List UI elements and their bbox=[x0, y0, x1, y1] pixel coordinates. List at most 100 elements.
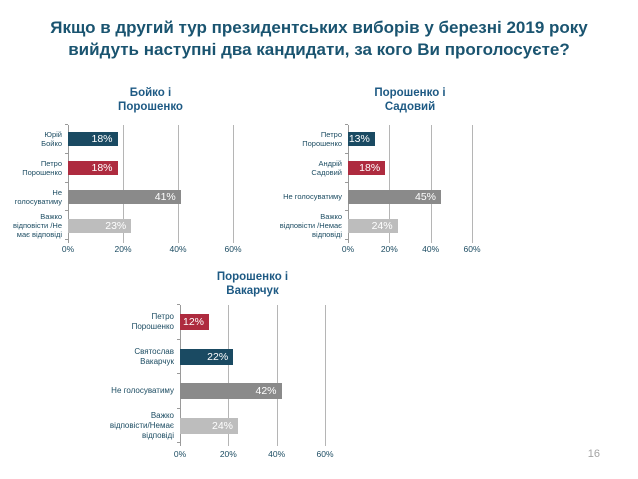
category-axis-tick bbox=[345, 152, 348, 154]
category-axis-tick bbox=[65, 152, 68, 154]
page-title: Якщо в другий тур президентських виборів… bbox=[18, 17, 620, 61]
bar-value-label: 22% bbox=[207, 350, 229, 363]
bar-row: 18% bbox=[68, 125, 233, 154]
bar: 23% bbox=[68, 218, 132, 233]
gridline-40 bbox=[430, 125, 432, 243]
plot-area: 12% 22% 42% 24% bbox=[177, 304, 326, 446]
category-label: Важко відповісти /Не має відповіді bbox=[12, 212, 62, 240]
gridline-20 bbox=[228, 305, 230, 446]
category-axis-tick bbox=[177, 304, 180, 305]
bar: 24% bbox=[180, 417, 238, 434]
chart-title-line-1: Порошенко і bbox=[216, 271, 289, 283]
x-tick-label: 20% bbox=[114, 244, 132, 254]
bar: 45% bbox=[348, 189, 441, 204]
bar: 12% bbox=[180, 314, 209, 331]
chart-title: Порошенко і Вакарчук bbox=[180, 270, 325, 298]
category-label: Андрій Садовий bbox=[311, 159, 342, 178]
chart-boyko-poroshenko: Бойко і Порошенко Юрій Бойко Петро Порошенк… bbox=[12, 86, 242, 258]
bar: 18% bbox=[348, 161, 386, 176]
x-tick-label: 40% bbox=[268, 449, 286, 459]
x-tick-label: 60% bbox=[316, 449, 334, 459]
category-axis-tick bbox=[177, 338, 180, 340]
category-axis-tick bbox=[65, 124, 68, 125]
bar-row: 23% bbox=[68, 211, 233, 240]
bar-value-label: 42% bbox=[255, 385, 277, 398]
category-label: Важко відповісти/Немає відповіді bbox=[109, 410, 174, 440]
bar-row: 18% bbox=[348, 154, 472, 183]
category-axis-tick bbox=[65, 210, 68, 212]
x-tick-label: 60% bbox=[224, 244, 242, 254]
category-axis-tick bbox=[345, 124, 348, 125]
bar-row: 22% bbox=[180, 340, 325, 375]
x-tick-label: 0% bbox=[341, 244, 355, 254]
bar-value-label: 24% bbox=[211, 419, 233, 432]
chart-poroshenko-sadovyi: Порошенко і Садовий Петро Порошенко Андрій… bbox=[268, 86, 481, 258]
gridline-20 bbox=[389, 125, 391, 243]
category-label: Не голосуватиму bbox=[14, 187, 62, 206]
bar-value-label: 45% bbox=[414, 190, 436, 203]
bar-value-label: 41% bbox=[154, 190, 176, 203]
x-tick-label: 40% bbox=[169, 244, 187, 254]
category-axis-tick bbox=[177, 373, 180, 374]
y-axis-line bbox=[348, 125, 349, 243]
gridline-40 bbox=[178, 125, 179, 243]
bar-value-label: 18% bbox=[91, 162, 113, 175]
page-title-line-2: вийдуть наступні два кандидати, за кого … bbox=[68, 40, 570, 59]
bar-row: 42% bbox=[180, 374, 325, 409]
category-axis: Петро Порошенко Святослав Вакарчук Не голосу… bbox=[104, 305, 177, 443]
bar-row: 45% bbox=[348, 183, 472, 212]
bar-value-label: 13% bbox=[348, 133, 370, 146]
bar: 42% bbox=[180, 383, 282, 400]
bar-value-label: 12% bbox=[182, 316, 204, 329]
x-axis-ticks: 0% 20% 40% 60% bbox=[342, 244, 481, 256]
category-label: Петро Порошенко bbox=[22, 159, 62, 178]
category-label: Юрій Бойко bbox=[41, 130, 62, 149]
bars: 12% 22% 42% 24% bbox=[177, 304, 325, 444]
x-tick-label: 20% bbox=[219, 449, 237, 459]
x-axis-ticks: 0% 20% 40% 60% bbox=[62, 244, 242, 256]
y-axis-line bbox=[180, 305, 181, 446]
category-label: Не голосуватиму bbox=[111, 386, 174, 396]
x-tick-label: 0% bbox=[173, 449, 187, 459]
x-tick-label: 60% bbox=[463, 244, 481, 254]
bar-row: 24% bbox=[348, 211, 472, 240]
category-axis-tick bbox=[65, 239, 68, 240]
category-axis-tick bbox=[345, 210, 348, 212]
gridline-60 bbox=[325, 305, 326, 446]
bar-value-label: 24% bbox=[371, 219, 393, 232]
chart-title: Порошенко і Садовий bbox=[348, 86, 472, 114]
bar: 18% bbox=[68, 132, 118, 147]
bar-value-label: 18% bbox=[91, 133, 113, 146]
plot-area: 13% 18% 45% 24% bbox=[345, 124, 473, 243]
plot-area: 18% 18% 41% 23% bbox=[65, 124, 234, 243]
bar: 13% bbox=[348, 132, 375, 147]
x-tick-label: 0% bbox=[61, 244, 75, 254]
gridline-60 bbox=[472, 125, 473, 243]
chart-title: Бойко і Порошенко bbox=[68, 86, 233, 114]
bar-row: 18% bbox=[68, 154, 233, 183]
chart-title-line-2: Вакарчук bbox=[226, 285, 279, 297]
bar-row: 24% bbox=[180, 409, 325, 444]
gridline-20 bbox=[122, 125, 124, 243]
bars: 13% 18% 45% 24% bbox=[345, 124, 472, 240]
chart-title-line-2: Садовий bbox=[384, 101, 436, 113]
category-label: Не голосуватиму bbox=[283, 192, 342, 202]
chart-poroshenko-vakarchuk: Порошенко і Вакарчук Петро Порошенко Свято… bbox=[104, 270, 334, 465]
bar: 22% bbox=[180, 348, 234, 365]
bar-row: 13% bbox=[348, 125, 472, 154]
bar-row: 41% bbox=[68, 183, 233, 212]
x-axis-ticks: 0% 20% 40% 60% bbox=[174, 449, 334, 461]
y-axis-line bbox=[68, 125, 69, 243]
bar: 18% bbox=[68, 161, 118, 176]
bar: 41% bbox=[68, 189, 181, 204]
category-label: Петро Порошенко bbox=[302, 130, 342, 149]
category-axis-tick bbox=[177, 442, 180, 443]
chart-title-line-1: Бойко і bbox=[129, 87, 172, 99]
bar-value-label: 23% bbox=[105, 219, 127, 232]
category-label: Святослав Вакарчук bbox=[134, 346, 174, 366]
category-axis-tick bbox=[65, 181, 68, 183]
gridline-60 bbox=[233, 125, 234, 243]
bar-row: 12% bbox=[180, 305, 325, 340]
x-tick-label: 20% bbox=[380, 244, 398, 254]
